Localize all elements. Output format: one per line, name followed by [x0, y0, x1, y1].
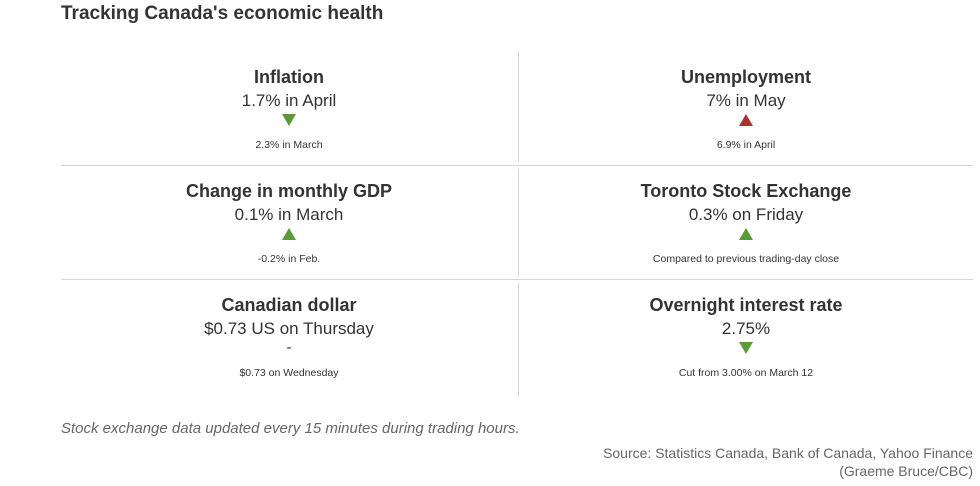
card-inflation: Inflation 1.7% in April 2.3% in March — [61, 52, 517, 166]
card-label: Overnight interest rate — [649, 295, 843, 315]
up-arrow-green-icon — [739, 228, 753, 240]
card-value: 0.3% on Friday — [688, 205, 804, 224]
source-credit: Source: Statistics Canada, Bank of Canad… — [603, 444, 973, 480]
card-comparison: Cut from 3.00% on March 12 — [678, 367, 814, 379]
divider-vertical — [518, 169, 519, 276]
card-comparison: Compared to previous trading-day close — [652, 253, 840, 265]
card-gdp: Change in monthly GDP 0.1% in March -0.2… — [61, 166, 517, 280]
divider-vertical — [518, 52, 519, 162]
card-value: 7% in May — [706, 91, 786, 110]
card-label: Change in monthly GDP — [185, 181, 392, 201]
source-line: Source: Statistics Canada, Bank of Canad… — [603, 445, 973, 461]
down-arrow-green-icon — [739, 342, 753, 354]
indicator-wrap: - — [61, 339, 517, 356]
card-value: 0.1% in March — [234, 205, 344, 224]
card-label: Inflation — [254, 67, 324, 87]
indicator-grid: Inflation 1.7% in April 2.3% in March Un… — [61, 52, 973, 398]
card-comparison: 6.9% in April — [716, 139, 776, 151]
card-label: Canadian dollar — [221, 295, 357, 315]
card-value: $0.73 US on Thursday — [204, 319, 374, 338]
up-arrow-red-icon — [739, 114, 753, 126]
indicator-wrap — [61, 227, 517, 241]
indicator-wrap — [518, 341, 974, 355]
credit-line: (Graeme Bruce/CBC) — [839, 463, 973, 479]
card-value: 1.7% in April — [241, 91, 337, 110]
card-tsx: Toronto Stock Exchange 0.3% on Friday Co… — [518, 166, 974, 280]
card-comparison: 2.3% in March — [255, 139, 323, 151]
divider-horizontal — [61, 165, 973, 166]
card-interest-rate: Overnight interest rate 2.75% Cut from 3… — [518, 280, 974, 394]
divider-vertical — [518, 283, 519, 396]
card-comparison: $0.73 on Wednesday — [239, 367, 339, 379]
no-change-indicator: - — [286, 339, 292, 356]
down-arrow-green-icon — [282, 114, 296, 126]
card-unemployment: Unemployment 7% in May 6.9% in April — [518, 52, 974, 166]
up-arrow-green-icon — [282, 228, 296, 240]
indicator-wrap — [518, 113, 974, 127]
card-comparison: -0.2% in Feb. — [257, 253, 321, 265]
footnote: Stock exchange data updated every 15 min… — [61, 420, 520, 437]
card-label: Unemployment — [680, 67, 812, 87]
divider-horizontal — [61, 279, 973, 280]
card-value: 2.75% — [721, 319, 771, 338]
indicator-wrap — [61, 113, 517, 127]
page-title: Tracking Canada's economic health — [61, 3, 384, 24]
indicator-wrap — [518, 227, 974, 241]
card-label: Toronto Stock Exchange — [640, 181, 852, 201]
card-canadian-dollar: Canadian dollar $0.73 US on Thursday - $… — [61, 280, 517, 394]
